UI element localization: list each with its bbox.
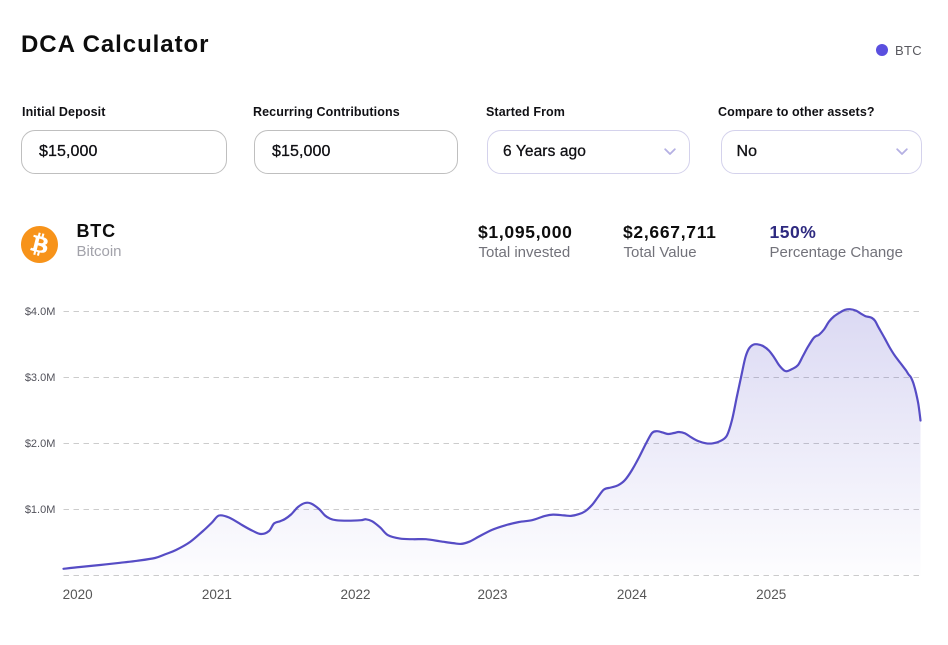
svg-text:2021: 2021 [202,587,232,602]
svg-text:$3.0M: $3.0M [25,372,56,384]
svg-text:2022: 2022 [340,587,370,602]
svg-text:$2.0M: $2.0M [25,438,56,450]
svg-text:2025: 2025 [756,587,786,602]
svg-text:2024: 2024 [617,587,648,602]
svg-text:2023: 2023 [477,587,507,602]
svg-text:$4.0M: $4.0M [25,306,56,318]
svg-text:2020: 2020 [63,587,93,602]
svg-text:$1.0M: $1.0M [25,504,56,516]
